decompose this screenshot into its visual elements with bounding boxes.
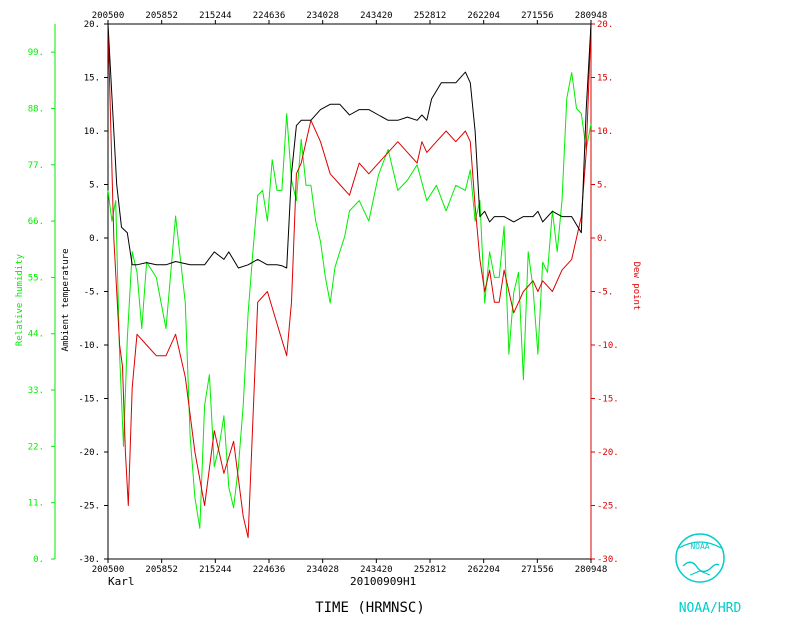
temperature-tick-label: -20.: [78, 448, 100, 458]
temperature-tick-label: 0.: [89, 234, 100, 244]
x-tick-label-bottom: 234028: [306, 565, 339, 575]
temperature-tick-label: -5.: [84, 288, 100, 298]
x-tick-label-top: 215244: [199, 11, 232, 21]
x-tick-label-bottom: 271556: [521, 565, 554, 575]
x-tick-label-bottom: 262204: [467, 565, 500, 575]
dewpoint-tick-label: 10.: [597, 127, 613, 137]
x-tick-label-bottom: 215244: [199, 565, 232, 575]
rh-tick-label: 11.: [28, 499, 44, 509]
storm-name: Karl: [108, 575, 135, 588]
rh-tick-label: 77.: [28, 161, 44, 171]
x-tick-label-top: 243420: [360, 11, 393, 21]
rh-tick-label: 44.: [28, 330, 44, 340]
dewpoint-tick-label: -20.: [597, 448, 619, 458]
dewpoint-axis-title: Dew point: [631, 262, 641, 311]
rh-tick-label: 66.: [28, 217, 44, 227]
series-line-relative-humidity: [107, 72, 592, 529]
rh-tick-label: 33.: [28, 386, 44, 396]
rh-tick-label: 55.: [28, 273, 44, 283]
temperature-tick-label: -15.: [78, 395, 100, 405]
dewpoint-tick-label: -10.: [597, 341, 619, 351]
x-tick-label-top: 200500: [92, 11, 125, 21]
dewpoint-tick-label: 15.: [597, 74, 613, 84]
dewpoint-tick-label: -15.: [597, 395, 619, 405]
rh-tick-label: 22.: [28, 442, 44, 452]
x-tick-label-top: 205852: [145, 11, 178, 21]
x-tick-label-bottom: 200500: [92, 565, 125, 575]
rh-tick-label: 88.: [28, 104, 44, 114]
plot-frame: [107, 23, 592, 560]
temperature-tick-label: -10.: [78, 341, 100, 351]
dewpoint-tick-label: 0.: [597, 234, 608, 244]
temperature-tick-label: 15.: [84, 74, 100, 84]
flight-id: 20100909H1: [350, 575, 416, 588]
x-tick-label-bottom: 224636: [253, 565, 286, 575]
dewpoint-tick-label: -25.: [597, 502, 619, 512]
temperature-axis-title: Ambient temperature: [61, 249, 71, 352]
x-tick-label-bottom: 252812: [414, 565, 447, 575]
x-tick-label-top: 280948: [575, 11, 608, 21]
agency-label: NOAA/HRD: [679, 601, 742, 616]
x-tick-label-top: 224636: [253, 11, 286, 21]
series-line-ambient-temperature: [107, 23, 592, 269]
temperature-tick-label: -25.: [78, 502, 100, 512]
rh-tick-label: 0.: [33, 555, 44, 565]
temperature-tick-label: 20.: [84, 20, 100, 30]
x-tick-label-top: 234028: [306, 11, 339, 21]
x-tick-label-top: 271556: [521, 11, 554, 21]
x-tick-label-bottom: 243420: [360, 565, 393, 575]
dewpoint-tick-label: 20.: [597, 20, 613, 30]
temperature-tick-label: 5.: [89, 181, 100, 191]
x-tick-label-top: 252812: [414, 11, 447, 21]
x-tick-label-bottom: 205852: [145, 565, 178, 575]
temperature-tick-label: -30.: [78, 555, 100, 565]
temperature-tick-label: 10.: [84, 127, 100, 137]
rh-axis-title: Relative humidity: [15, 253, 25, 346]
x-axis-title: TIME (HRMNSC): [315, 600, 425, 616]
x-tick-label-bottom: 280948: [575, 565, 608, 575]
rh-tick-label: 99.: [28, 48, 44, 58]
dewpoint-tick-label: 5.: [597, 181, 608, 191]
dewpoint-tick-label: -5.: [597, 288, 613, 298]
svg-text:NOAA: NOAA: [690, 542, 709, 551]
x-tick-label-top: 262204: [467, 11, 500, 21]
dewpoint-tick-label: -30.: [597, 555, 619, 565]
series-line-dew-point: [107, 23, 592, 539]
noaa-logo: NOAA: [675, 533, 725, 583]
